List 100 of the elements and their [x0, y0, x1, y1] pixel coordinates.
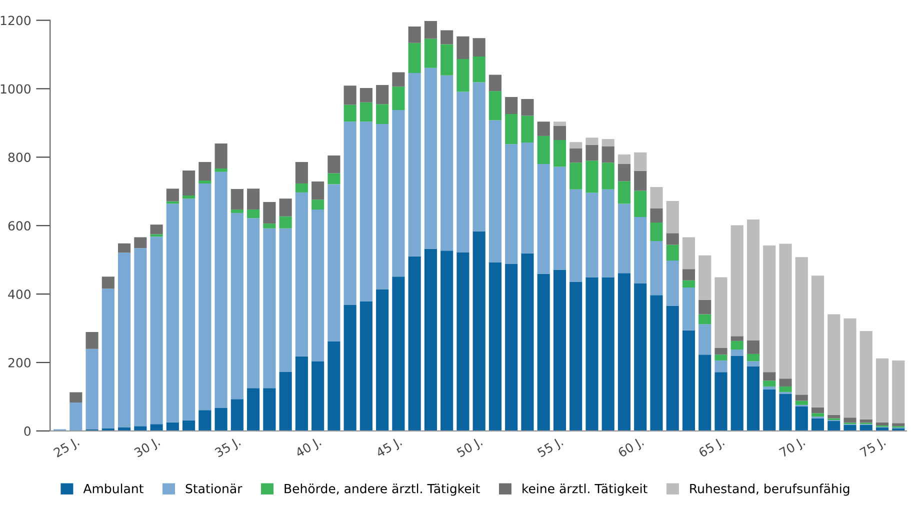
bar [537, 164, 550, 274]
bar [247, 388, 260, 431]
bar [779, 386, 792, 392]
bar [230, 210, 244, 213]
bar [279, 372, 292, 431]
legend-label: Ruhestand, berufsunfähig [690, 484, 850, 496]
legend-label: Behörde, andere ärztl. Tätigkeit [284, 484, 480, 496]
bar [618, 164, 631, 182]
bar [360, 102, 372, 122]
bar [811, 276, 824, 408]
bar [505, 264, 518, 431]
bar [763, 372, 776, 381]
bar [408, 42, 421, 73]
bar [488, 91, 502, 120]
bar [118, 243, 131, 253]
bar [634, 217, 647, 284]
bar [746, 219, 760, 340]
bar [730, 336, 744, 341]
x-tick-label: 25 J. [52, 436, 81, 460]
bar [198, 180, 212, 184]
bar [795, 257, 808, 395]
x-tick-label: 30 J. [134, 436, 162, 460]
bar [650, 295, 663, 431]
y-tick-label: 1000 [0, 84, 31, 94]
bar [440, 30, 454, 44]
bar [698, 300, 712, 314]
x-tick-label: 60 J. [617, 436, 646, 460]
bar [698, 324, 712, 355]
bar [666, 233, 679, 245]
bar [634, 190, 647, 218]
bar [230, 188, 244, 210]
bar [70, 402, 82, 431]
bar [779, 394, 792, 431]
bar [263, 228, 276, 388]
bar [746, 354, 760, 362]
bar [134, 426, 147, 431]
bar [876, 422, 889, 426]
bar [376, 289, 389, 431]
bar [553, 270, 566, 431]
bar [166, 422, 179, 431]
bar [650, 208, 663, 223]
bar [360, 301, 372, 431]
bar [472, 231, 486, 431]
bar [408, 256, 421, 431]
legend-label: keine ärztl. Tätigkeit [522, 484, 648, 496]
bar [746, 366, 760, 431]
bar [70, 392, 82, 403]
bar [602, 146, 614, 163]
bar [312, 181, 324, 200]
bar [714, 372, 728, 431]
bar [586, 138, 598, 145]
bar [570, 162, 582, 190]
bar [844, 418, 856, 423]
bar [795, 394, 808, 401]
bar [698, 314, 712, 324]
x-tick-label: 70 J. [778, 436, 806, 460]
bar [763, 245, 776, 372]
bar [570, 189, 582, 282]
bar [746, 361, 760, 366]
bar [553, 140, 566, 167]
bar [892, 423, 905, 426]
bar [730, 350, 744, 356]
bar [198, 410, 212, 431]
bar [763, 380, 776, 386]
bar [570, 282, 582, 431]
bar [521, 98, 534, 116]
bar [344, 122, 356, 306]
bar [328, 173, 340, 184]
bar [198, 162, 212, 180]
bar [182, 198, 196, 420]
bar [795, 400, 808, 405]
bar [230, 399, 244, 431]
bar [811, 413, 824, 417]
bar [698, 354, 712, 431]
bar [150, 236, 163, 424]
bar [698, 255, 712, 300]
bar [505, 96, 518, 114]
bar [682, 280, 696, 288]
bar [247, 188, 260, 210]
bar [682, 269, 696, 280]
bar [344, 305, 356, 431]
y-tick-label: 800 [8, 152, 31, 162]
bar [634, 170, 647, 191]
bar [586, 192, 598, 278]
bar [586, 160, 598, 193]
bar [505, 144, 518, 264]
bar [763, 386, 776, 390]
bar [779, 378, 792, 386]
bar [376, 104, 389, 124]
bar [408, 72, 421, 256]
bar [763, 390, 776, 431]
bar [714, 360, 728, 372]
bar [182, 170, 196, 196]
bar [682, 288, 696, 330]
bar [666, 244, 679, 261]
y-tick-label: 200 [8, 358, 31, 368]
bar [602, 189, 614, 278]
bar [730, 356, 744, 431]
bar [828, 414, 840, 418]
bar [214, 172, 228, 408]
